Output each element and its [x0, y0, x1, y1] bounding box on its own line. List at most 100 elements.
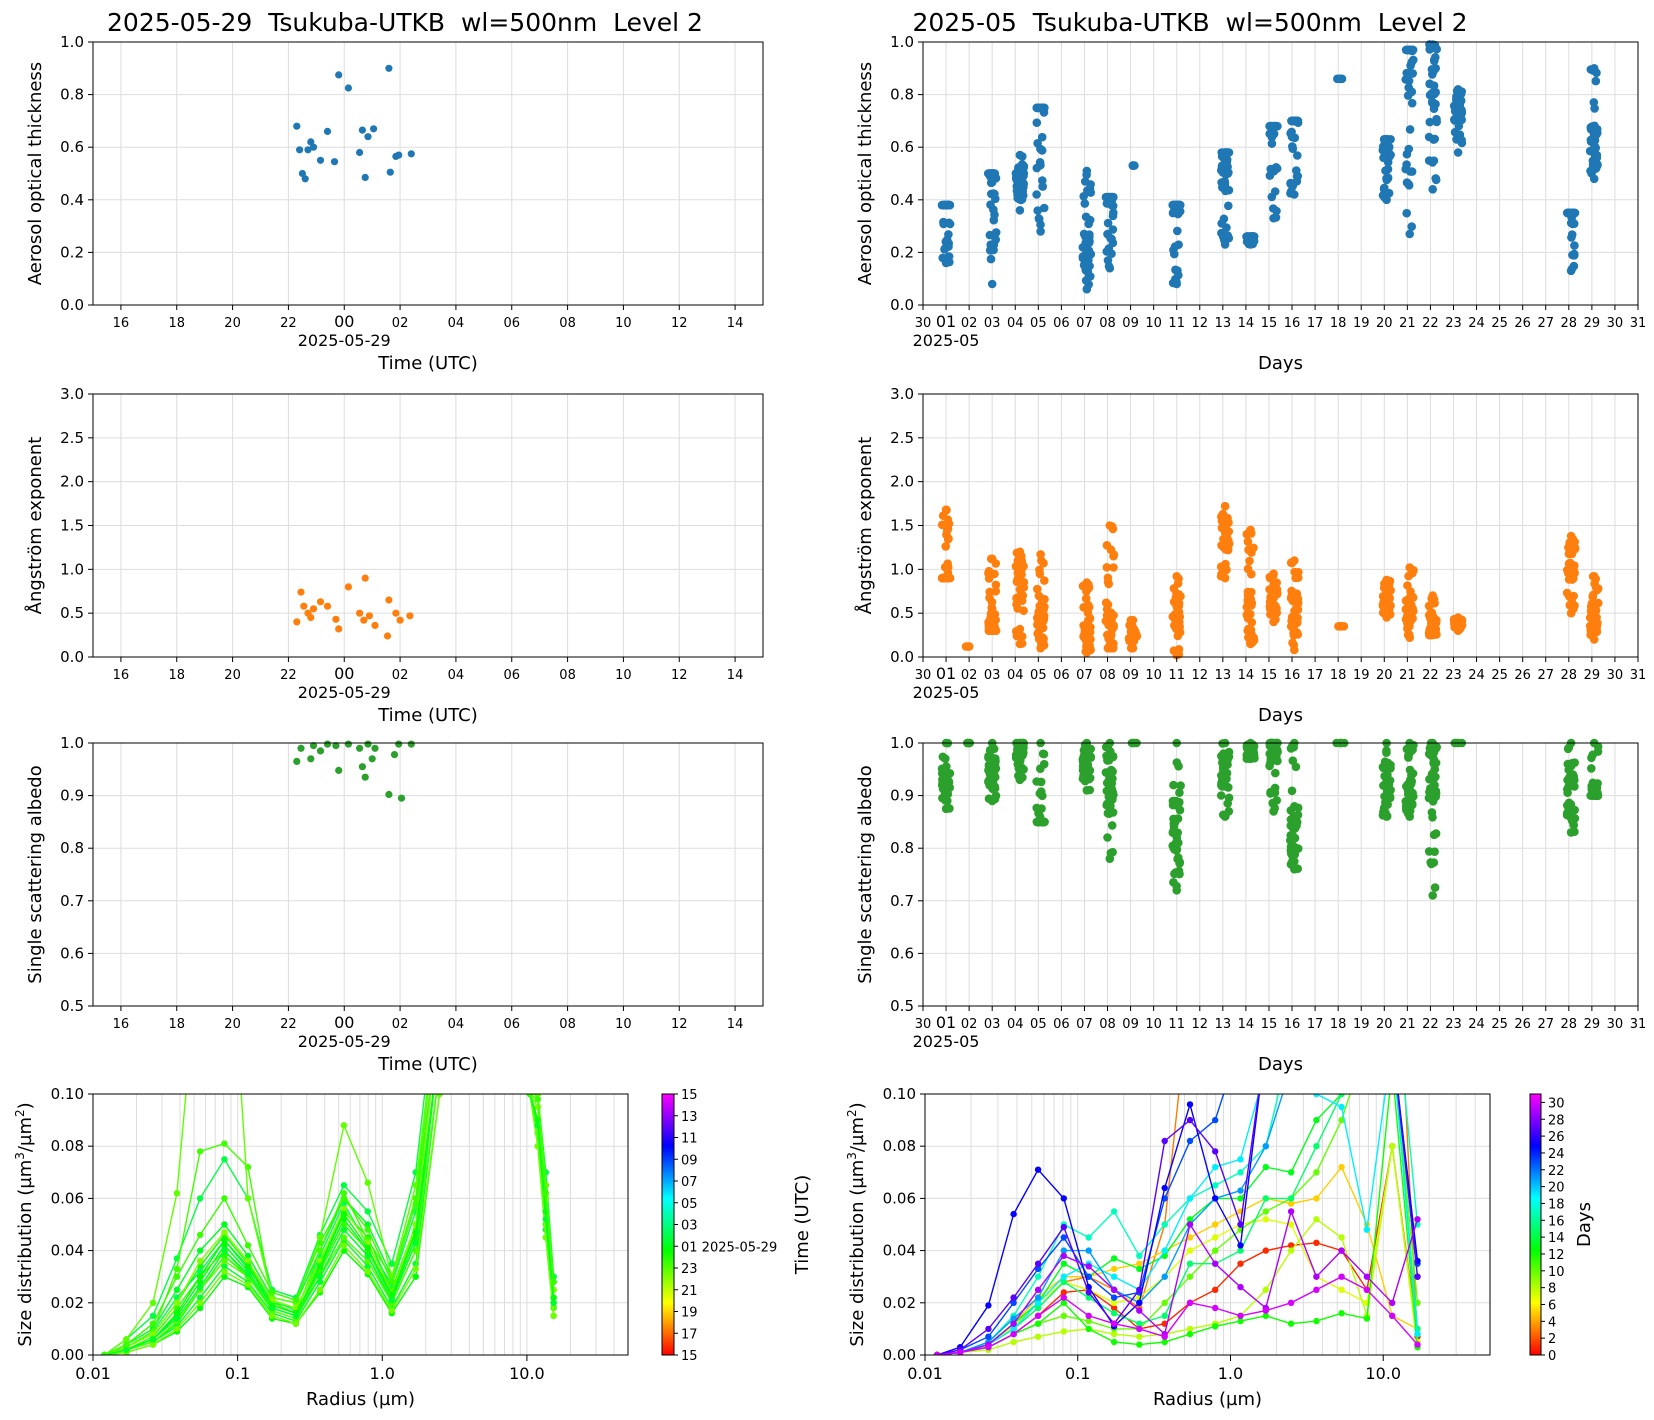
data-point	[1383, 157, 1393, 167]
x-tick-label: 08	[559, 1017, 576, 1032]
series-point	[1212, 1247, 1219, 1254]
series-point	[550, 1278, 557, 1286]
series-point	[1110, 1304, 1118, 1312]
data-point	[1382, 575, 1391, 585]
date-label: 2025-05	[913, 1032, 980, 1051]
x-tick-label: 06	[503, 668, 520, 683]
series-point	[1389, 1065, 1395, 1071]
series-point	[1085, 1247, 1092, 1254]
data-point	[1430, 883, 1440, 892]
y-tick-label: 0.6	[890, 138, 914, 156]
series-point	[1085, 1289, 1092, 1296]
series-point	[1186, 1216, 1194, 1223]
series-point	[1212, 1182, 1219, 1189]
x-tick-label: 06	[1053, 1017, 1070, 1032]
series-point	[316, 1286, 324, 1294]
data-point	[1429, 156, 1439, 165]
series-point	[1085, 1312, 1092, 1320]
data-point	[1586, 135, 1596, 145]
series-point	[123, 1336, 130, 1343]
data-point	[1380, 146, 1389, 155]
series-point	[149, 1312, 157, 1320]
series-point	[1262, 1143, 1270, 1150]
series-point	[1237, 1221, 1244, 1228]
series-point	[1085, 1273, 1092, 1280]
data-point	[1131, 630, 1141, 640]
data-point	[1038, 182, 1047, 191]
y-tick-label: 0.0	[60, 648, 84, 666]
series-point	[1237, 1247, 1244, 1254]
series-point	[196, 1257, 204, 1265]
x-tick-label: 12	[671, 1017, 688, 1032]
series-point	[221, 1221, 228, 1228]
series-point	[221, 1229, 228, 1236]
series-point	[1034, 1312, 1042, 1320]
data-point	[1085, 766, 1095, 775]
colorbar-bar	[661, 1093, 675, 1356]
colorbar-tick-label: 4	[1548, 1315, 1556, 1330]
data-point	[1566, 266, 1576, 276]
series-point	[1212, 830, 1218, 836]
series-point	[1186, 1325, 1194, 1333]
series-point	[173, 1310, 181, 1317]
series-point	[1338, 1039, 1344, 1045]
x-tick-label: 25	[1491, 668, 1508, 683]
data-point	[1035, 789, 1045, 798]
x-tick-label: 12	[1192, 668, 1209, 683]
data-point	[371, 621, 379, 630]
data-point	[1086, 188, 1095, 197]
x-tick-label: 01	[936, 312, 956, 331]
x-tick-label: 05	[1030, 668, 1047, 683]
data-point	[1107, 821, 1117, 830]
data-point	[1269, 204, 1278, 213]
series-point	[196, 1273, 204, 1280]
series-point	[1338, 1286, 1345, 1294]
series-point	[1060, 1247, 1068, 1254]
data-point	[1455, 99, 1465, 109]
data-point	[1105, 263, 1115, 273]
data-point	[1570, 241, 1579, 250]
data-point	[1569, 249, 1579, 259]
y-tick-label: 0.0	[890, 296, 914, 314]
data-point	[390, 751, 399, 759]
series-point	[1414, 1330, 1421, 1338]
x-tick-label: 06	[503, 316, 520, 331]
data-point	[1591, 76, 1601, 86]
series-point	[1110, 1255, 1118, 1262]
series-point	[1287, 1221, 1295, 1228]
data-point	[1408, 69, 1417, 78]
data-point	[1292, 166, 1301, 175]
data-point	[1290, 556, 1299, 565]
y-tick-label: 0.8	[890, 839, 914, 857]
data-point	[1453, 613, 1463, 622]
y-tick-label: 2.5	[890, 429, 914, 447]
series-point	[340, 1242, 348, 1249]
x-tick-label: 30	[915, 668, 932, 683]
axes-frame	[924, 1093, 1491, 1356]
y-tick-label: 2.0	[890, 473, 914, 491]
series-point	[542, 1190, 549, 1197]
series-point	[1034, 1273, 1042, 1280]
data-point	[1036, 227, 1045, 236]
data-point	[1293, 151, 1302, 160]
series-point	[1338, 1310, 1345, 1317]
data-point	[335, 71, 343, 79]
x-tick-label: 21	[1399, 668, 1416, 683]
data-point	[1427, 97, 1437, 106]
x-tick-label: 12	[671, 316, 688, 331]
data-point	[1383, 174, 1393, 183]
data-point	[361, 173, 369, 181]
series-point	[1237, 1242, 1244, 1249]
series-point	[985, 1325, 992, 1333]
data-point	[1590, 104, 1599, 113]
data-point	[1453, 626, 1463, 635]
series-point	[1060, 1223, 1068, 1231]
data-point	[1290, 116, 1299, 126]
x-tick-label: 22	[1422, 316, 1439, 331]
x-tick-label: 0.1	[225, 1364, 250, 1383]
monthly_aod-panel: 30 01 02 03 04 05 06 07 08 09 10 11 12 13 14 15 16 17 18 19…	[855, 33, 1646, 374]
data-point	[1405, 812, 1414, 821]
data-point	[1570, 601, 1579, 610]
x-tick-label: 09	[1122, 1017, 1139, 1032]
series-point	[412, 1265, 419, 1273]
